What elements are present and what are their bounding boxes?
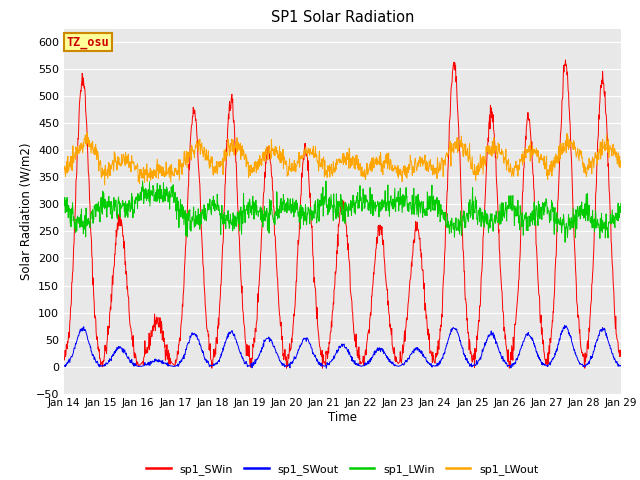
sp1_LWin <box>170 194 178 200</box>
Y-axis label: Solar Radiation (W/m2): Solar Radiation (W/m2) <box>20 143 33 280</box>
sp1_LWout <box>172 168 179 174</box>
sp1_SWout <box>502 361 509 367</box>
sp1_SWout <box>561 323 568 328</box>
Line: sp1_SWout: sp1_SWout <box>64 325 621 368</box>
sp1_LWin <box>184 211 191 216</box>
sp1_LWout <box>429 168 437 174</box>
sp1_SWin <box>617 353 625 359</box>
Text: TZ_osu: TZ_osu <box>67 36 109 48</box>
sp1_LWout <box>60 167 68 173</box>
sp1_SWin <box>429 357 437 362</box>
sp1_LWin <box>322 178 330 184</box>
Title: SP1 Solar Radiation: SP1 Solar Radiation <box>271 10 414 25</box>
sp1_LWin <box>502 199 509 205</box>
sp1_LWin <box>551 205 559 211</box>
sp1_LWin <box>429 201 437 207</box>
sp1_LWout <box>100 182 108 188</box>
sp1_SWout <box>429 363 437 369</box>
sp1_SWout <box>617 363 625 369</box>
sp1_SWin <box>562 57 570 63</box>
sp1_SWin <box>208 365 216 371</box>
sp1_SWout <box>323 365 330 371</box>
sp1_LWout <box>617 164 625 169</box>
sp1_SWin <box>170 362 178 368</box>
sp1_LWin <box>60 202 68 207</box>
sp1_SWout <box>60 363 68 369</box>
Line: sp1_LWout: sp1_LWout <box>64 132 621 185</box>
sp1_LWout <box>502 164 510 169</box>
sp1_SWin <box>60 356 68 361</box>
sp1_LWin <box>617 200 625 206</box>
sp1_SWin <box>551 269 559 275</box>
sp1_LWin <box>246 200 254 206</box>
sp1_SWout <box>246 363 254 369</box>
sp1_SWout <box>184 340 191 346</box>
sp1_SWin <box>246 364 254 370</box>
sp1_LWin <box>561 240 569 245</box>
sp1_LWout <box>552 159 559 165</box>
X-axis label: Time: Time <box>328 411 357 424</box>
sp1_LWout <box>185 151 193 157</box>
sp1_LWout <box>83 130 91 135</box>
sp1_SWin <box>502 342 509 348</box>
sp1_SWout <box>170 363 178 369</box>
Line: sp1_SWin: sp1_SWin <box>64 60 621 368</box>
Legend: sp1_SWin, sp1_SWout, sp1_LWin, sp1_LWout: sp1_SWin, sp1_SWout, sp1_LWin, sp1_LWout <box>142 459 543 479</box>
sp1_SWout <box>551 350 559 356</box>
Line: sp1_LWin: sp1_LWin <box>64 181 621 242</box>
sp1_SWin <box>184 196 191 202</box>
sp1_LWout <box>247 162 255 168</box>
